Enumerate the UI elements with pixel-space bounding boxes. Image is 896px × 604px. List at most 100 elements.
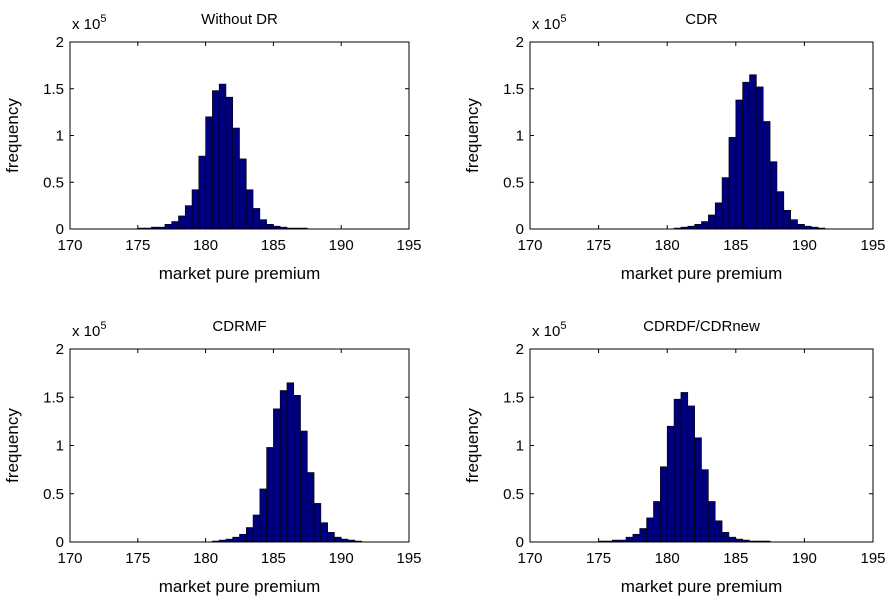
histogram-bar — [639, 528, 647, 543]
y-tick-label: 1.5 — [503, 389, 524, 406]
x-tick-label: 190 — [329, 237, 354, 254]
x-tick-label: 185 — [261, 237, 286, 254]
chart-title: Without DR — [201, 11, 278, 28]
histogram-bar — [762, 121, 771, 230]
x-tick-label: 190 — [329, 550, 354, 567]
axes-frame — [69, 348, 410, 543]
y-tick-label: 0 — [56, 534, 64, 551]
histogram-bar — [205, 116, 213, 230]
y-tick-label: 2 — [516, 341, 524, 358]
y-multiplier-label: x 105 — [72, 13, 106, 33]
x-tick-label: 195 — [396, 550, 421, 567]
x-tick-label: 195 — [396, 237, 421, 254]
histogram-bar — [198, 155, 206, 230]
y-tick-label: 1.5 — [43, 81, 64, 98]
histogram-bar — [728, 536, 737, 543]
histogram-bar — [245, 527, 254, 543]
histogram-bar — [212, 90, 220, 230]
y-multiplier-base: x 10 — [532, 323, 560, 340]
histogram-bar — [721, 177, 730, 230]
chart-title: CDRDF/CDRnew — [643, 318, 760, 335]
x-tick-label: 170 — [57, 237, 82, 254]
x-tick-label: 175 — [586, 237, 611, 254]
y-axis-label: frequency — [463, 408, 482, 483]
x-tick-label: 180 — [655, 550, 680, 567]
x-axis-label: market pure premium — [621, 264, 783, 283]
x-tick-label: 175 — [125, 550, 150, 567]
y-tick-label: 0 — [516, 534, 524, 551]
x-tick-label: 175 — [586, 550, 611, 567]
y-multiplier-exponent: 5 — [560, 320, 566, 332]
histogram-bar — [232, 127, 240, 230]
x-tick-label: 170 — [57, 550, 82, 567]
histogram-bar — [714, 520, 723, 543]
chart-panel-1: 170 175 180 185 190 195 0 0.5 1 1.5 2 x 105 Without … — [3, 11, 422, 283]
histogram-bar — [171, 221, 179, 230]
y-tick-label: 1 — [56, 128, 64, 145]
histogram-bar — [232, 536, 240, 543]
y-tick-label: 0.5 — [43, 174, 64, 191]
y-axis-label: frequency — [463, 98, 482, 173]
chart-panel-2: 170 175 180 185 190 195 0 0.5 1 1.5 2 x 105 CDR marke… — [463, 11, 886, 283]
histogram-bar — [783, 210, 791, 230]
histogram-bar — [252, 514, 261, 543]
histogram-bar — [320, 522, 328, 543]
y-tick-label: 1.5 — [43, 389, 64, 406]
x-tick-label: 170 — [517, 237, 542, 254]
x-tick-label: 185 — [261, 550, 286, 567]
y-tick-label: 0 — [516, 221, 524, 238]
histogram-bar — [701, 469, 709, 543]
histogram-bar — [327, 532, 335, 543]
x-tick-label: 180 — [193, 550, 218, 567]
histogram-bar — [225, 96, 234, 230]
histogram-bar — [687, 405, 695, 543]
x-tick-label: 185 — [723, 237, 748, 254]
y-multiplier-label: x 105 — [72, 320, 106, 340]
histogram-bar — [184, 205, 193, 230]
histogram-bar — [239, 158, 247, 230]
histogram-bar — [666, 425, 675, 543]
histogram-bar — [334, 536, 342, 543]
histogram-bar — [660, 466, 668, 543]
histogram-bar — [701, 221, 709, 230]
y-tick-label: 0.5 — [503, 174, 524, 191]
y-tick-label: 1 — [516, 128, 524, 145]
histogram-bar — [721, 532, 730, 543]
axes-frame — [529, 41, 874, 230]
y-tick-label: 1 — [516, 438, 524, 455]
y-tick-label: 0.5 — [43, 486, 64, 503]
histogram-bar — [313, 503, 322, 543]
y-multiplier-exponent: 5 — [100, 13, 106, 25]
y-multiplier-label: x 105 — [532, 13, 566, 33]
histogram-bar — [279, 390, 288, 543]
histogram-bar — [252, 208, 261, 230]
y-multiplier-exponent: 5 — [560, 13, 566, 25]
histogram-bar — [797, 224, 805, 230]
y-tick-label: 1.5 — [503, 81, 524, 98]
y-tick-label: 1 — [56, 438, 64, 455]
x-tick-label: 185 — [723, 550, 748, 567]
histogram-bar — [673, 398, 682, 543]
histogram-bar — [790, 219, 798, 230]
x-tick-label: 175 — [125, 237, 150, 254]
histogram-bar — [259, 219, 267, 230]
x-tick-label: 180 — [655, 237, 680, 254]
histogram-bar — [756, 86, 764, 230]
histogram-bar — [178, 215, 186, 230]
y-multiplier-exponent: 5 — [100, 320, 106, 332]
x-axis-label: market pure premium — [159, 577, 321, 596]
y-tick-label: 0 — [56, 221, 64, 238]
y-tick-label: 2 — [56, 34, 64, 51]
x-tick-label: 180 — [193, 237, 218, 254]
y-multiplier-label: x 105 — [532, 320, 566, 340]
histogram-bar — [239, 533, 247, 543]
histogram-bar — [694, 224, 702, 230]
x-tick-label: 195 — [860, 550, 885, 567]
x-tick-label: 190 — [792, 237, 817, 254]
histogram-bar — [306, 472, 315, 543]
histogram-bar — [680, 392, 689, 543]
x-axis-label: market pure premium — [621, 577, 783, 596]
chart-title: CDRMF — [212, 318, 266, 335]
x-tick-label: 170 — [517, 550, 542, 567]
